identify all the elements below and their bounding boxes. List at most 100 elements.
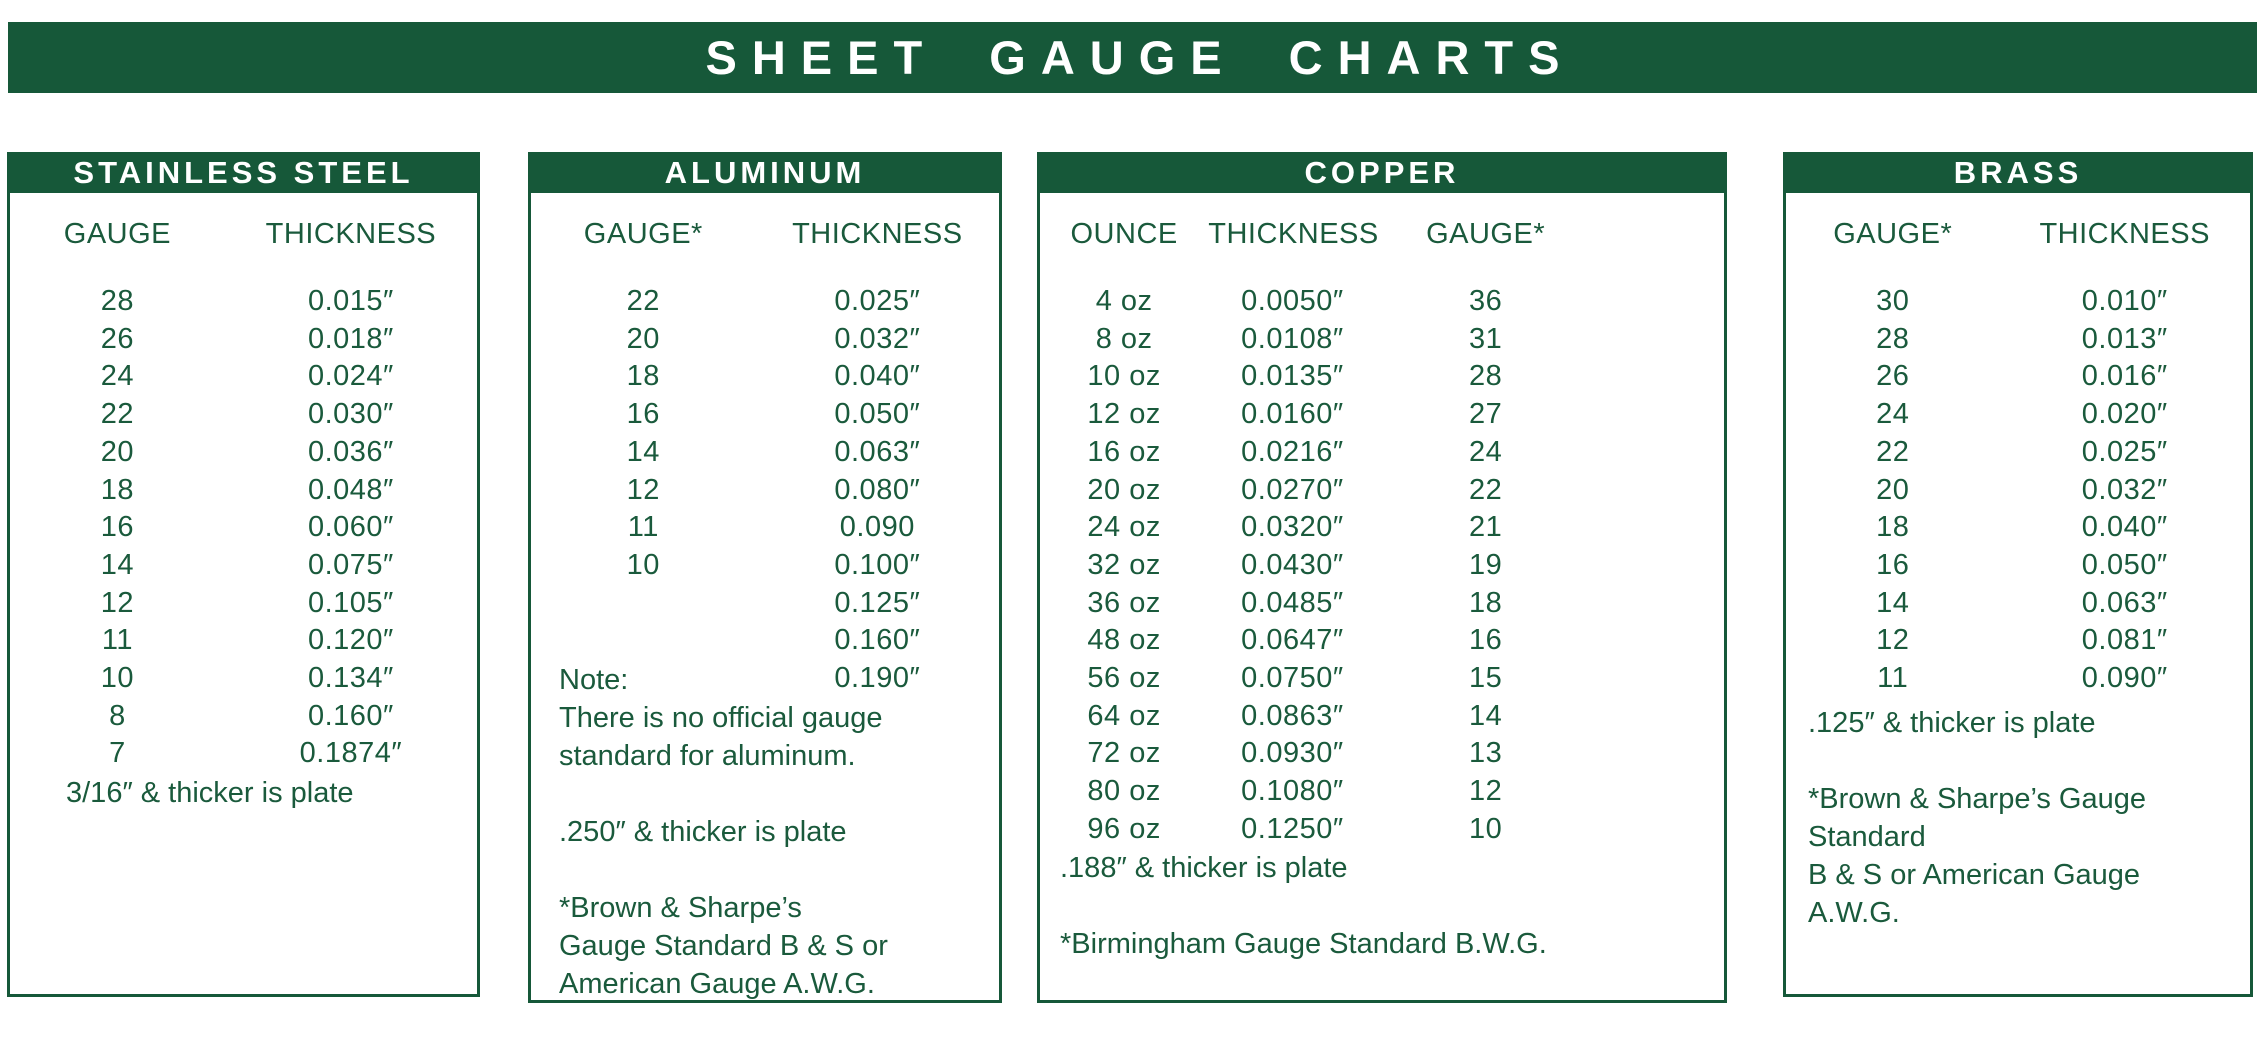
table-row: 18 0.048″ (10, 472, 477, 510)
column-header: THICKNESS (2039, 218, 2210, 250)
table-row: 7 0.1874″ (10, 735, 477, 773)
table-cell (531, 585, 756, 623)
table-cell: 56 oz (1087, 662, 1161, 695)
table-cell: 18 (100, 473, 135, 506)
note-line: Standard (1808, 821, 1926, 853)
note-line (559, 851, 989, 889)
table-row: 24 0.024″ (10, 358, 477, 396)
table-row: 16 0.050″ (531, 396, 999, 434)
table-cell: 12 (626, 473, 660, 506)
brass-column-headers: GAUGE* THICKNESS (1786, 215, 2250, 253)
table-cell: 0.024″ (307, 360, 394, 393)
table-cell: 0.1874″ (299, 737, 403, 770)
table-row: 24 0.020″ (1786, 396, 2250, 434)
table-cell: 26 (1876, 360, 1910, 393)
table-cell: 24 oz (1087, 511, 1161, 544)
table-cell: 4 oz (1095, 285, 1153, 317)
table-cell: 0.063″ (2081, 586, 2168, 619)
column-header: GAUGE (63, 218, 172, 250)
table-cell: 15 (1468, 662, 1503, 695)
table-cell: 10 (100, 662, 135, 695)
column-header: GAUGE* (1426, 218, 1546, 250)
note-line (1808, 742, 2240, 780)
table-cell: 0.010″ (2081, 285, 2168, 317)
table-cell: 0.0320″ (1241, 511, 1344, 544)
table-cell: 24 (1876, 398, 1910, 431)
table-cell: 12 (100, 586, 135, 619)
table-row: 14 0.063″ (1786, 585, 2250, 623)
table-cell: 0.105″ (307, 586, 394, 619)
table-row: 16 0.050″ (1786, 547, 2250, 585)
note-line: standard for aluminum. (559, 740, 856, 772)
table-row: 10 0.100″ (531, 547, 999, 585)
note-line: .125″ & thicker is plate (1808, 707, 2096, 739)
table-row: 22 0.025″ (1786, 434, 2250, 472)
table-cell: 0.100″ (834, 548, 921, 581)
panel-copper-title: COPPER (1304, 154, 1460, 190)
table-cell: 0.048″ (307, 473, 394, 506)
table-cell: 12 (1876, 624, 1910, 657)
column-header: THICKNESS (1208, 218, 1379, 250)
table-cell: 0.015″ (307, 285, 394, 317)
panel-stainless-steel-title: STAINLESS STEEL (73, 154, 414, 190)
panel-copper: COPPER OUNCE THICKNESS GAUGE* 4 oz 0.0050″ 3… (1037, 152, 1727, 1003)
table-cell: 11 (627, 511, 659, 544)
table-cell: 14 (1876, 586, 1910, 619)
table-cell: 19 (1468, 548, 1503, 581)
table-row: 14 0.075″ (10, 547, 477, 585)
table-cell: 13 (1468, 737, 1503, 770)
table-cell: 16 (100, 511, 135, 544)
table-cell: 0.080″ (834, 473, 921, 506)
table-row: 28 0.013″ (1786, 321, 2250, 359)
table-cell: 11 (101, 624, 133, 657)
table-cell: 0.0430″ (1241, 548, 1344, 581)
copper-notes: .188″ & thicker is plate *Birmingham Gau… (1060, 849, 1710, 963)
panel-aluminum-title: ALUMINUM (664, 154, 866, 190)
table-row: 8 oz 0.0108″ 31 (1040, 321, 1724, 359)
table-cell: 0.013″ (2081, 322, 2168, 355)
table-cell: 0.0050″ (1241, 285, 1344, 317)
brass-table-rows: 30 0.010″ 28 0.013″ 26 0.016″ 24 0.020″ 22 0.025″… (1786, 245, 2250, 698)
table-cell: 0.0108″ (1241, 322, 1344, 355)
table-row: 96 oz 0.1250″ 10 (1040, 811, 1724, 849)
table-row: 10 oz 0.0135″ 28 (1040, 358, 1724, 396)
table-cell: 8 oz (1095, 322, 1153, 355)
table-cell: 20 (100, 435, 135, 468)
table-cell: 22 (100, 398, 135, 431)
column-header: THICKNESS (792, 218, 963, 250)
table-cell: 27 (1468, 398, 1503, 431)
table-cell: 80 oz (1087, 775, 1161, 808)
note-line: 3/16″ & thicker is plate (66, 777, 354, 809)
table-row: 30 0.010″ (1786, 283, 2250, 321)
table-cell: 0.075″ (307, 548, 394, 581)
table-cell: 28 (1468, 360, 1503, 393)
panel-brass-header: BRASS (1783, 152, 2253, 193)
table-cell: 20 (626, 322, 660, 355)
table-cell: 0.0485″ (1241, 586, 1344, 619)
table-cell: 7 (109, 737, 126, 770)
table-cell: 0.020″ (2081, 398, 2168, 431)
table-row: 80 oz 0.1080″ 12 (1040, 773, 1724, 811)
note-line: *Brown & Sharpe’s Gauge (1808, 783, 2147, 815)
table-cell: 0.063″ (834, 435, 921, 468)
table-cell: 0.018″ (307, 322, 394, 355)
table-cell: 0.160″ (307, 699, 394, 732)
table-row: 20 0.036″ (10, 434, 477, 472)
table-row: 28 0.015″ (10, 283, 477, 321)
table-row: 0.125″ (531, 585, 999, 623)
note-line: *Birmingham Gauge Standard B.W.G. (1060, 928, 1547, 960)
table-row: 14 0.063″ (531, 434, 999, 472)
table-cell: 11 (1877, 662, 1909, 695)
table-row: 12 oz 0.0160″ 27 (1040, 396, 1724, 434)
page-title-banner: SHEET GAUGE CHARTS (8, 22, 2257, 93)
table-cell: 0.0647″ (1241, 624, 1344, 657)
table-cell: 16 (1468, 624, 1503, 657)
table-cell: 0.0750″ (1241, 662, 1344, 695)
panel-aluminum-header: ALUMINUM (528, 152, 1002, 193)
table-row: 32 oz 0.0430″ 19 (1040, 547, 1724, 585)
table-cell: 64 oz (1087, 699, 1161, 732)
table-cell: 0.081″ (2081, 624, 2168, 657)
table-cell: 0.032″ (834, 322, 921, 355)
table-row: 4 oz 0.0050″ 36 (1040, 283, 1724, 321)
